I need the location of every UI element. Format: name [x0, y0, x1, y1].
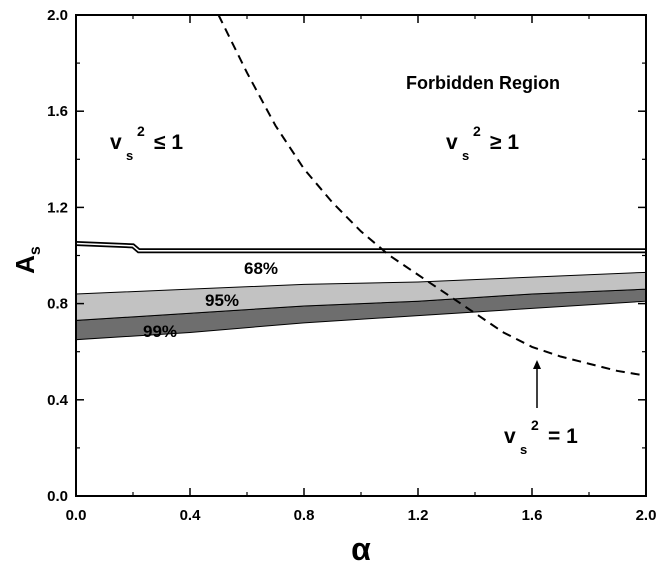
- label-95: 95%: [205, 291, 239, 310]
- y-tick-label: 2.0: [47, 7, 68, 24]
- vs-ge-sub: s: [462, 148, 469, 163]
- x-axis-ticks: 0.0 0.4 0.8 1.2 1.6 2.0: [66, 15, 657, 524]
- y-axis-ticks: 0.0 0.4 0.8 1.2 1.6 2.0: [47, 7, 646, 505]
- vs-eq-sup: 2: [531, 417, 539, 433]
- y-axis-label: As: [10, 246, 44, 274]
- forbidden-region-label: Forbidden Region: [406, 73, 560, 93]
- chart-lines: [75, 14, 647, 377]
- label-99: 99%: [143, 322, 177, 341]
- y-axis-label-main: A: [10, 255, 40, 274]
- x-tick-label: 1.2: [408, 507, 429, 524]
- vs-ge-one-label: v s 2 ≥ 1: [446, 123, 519, 163]
- vs-ge-sup: 2: [473, 123, 481, 139]
- vs-le-sub: s: [126, 148, 133, 163]
- y-axis-label-sub: s: [27, 246, 44, 255]
- vs-le-v: v: [110, 131, 122, 154]
- vs-eq-one-label: v s 2 = 1: [504, 417, 578, 457]
- vs-eq-rel: = 1: [548, 425, 578, 448]
- confidence-bands: [75, 271, 647, 341]
- x-tick-label: 0.8: [294, 507, 315, 524]
- x-axis-label: α: [351, 531, 371, 567]
- svg-text:As: As: [10, 246, 44, 274]
- vs-ge-rel: ≥ 1: [490, 131, 519, 154]
- plot-frame: [75, 14, 647, 497]
- x-tick-label: 2.0: [636, 507, 657, 524]
- y-tick-label: 0.8: [47, 296, 68, 313]
- vs-le-one-label: v s 2 ≤ 1: [110, 123, 183, 163]
- dashed-line-v-s-2-1: [217, 14, 647, 377]
- line-68-outer: [75, 240, 646, 254]
- label-68: 68%: [244, 259, 278, 278]
- vs-ge-v: v: [446, 131, 458, 154]
- x-tick-label: 0.0: [66, 507, 87, 524]
- vs-le-rel: ≤ 1: [154, 131, 183, 154]
- line-68-inner: [75, 242, 646, 252]
- x-tick-label: 1.6: [522, 507, 543, 524]
- y-tick-label: 1.2: [47, 199, 68, 216]
- y-tick-label: 0.4: [47, 392, 69, 409]
- y-tick-label: 0.0: [47, 488, 68, 505]
- vs-eq-sub: s: [520, 442, 527, 457]
- vs-le-sup: 2: [137, 123, 145, 139]
- x-tick-label: 0.4: [180, 507, 202, 524]
- y-tick-label: 1.6: [47, 103, 68, 120]
- vs-eq-v: v: [504, 425, 516, 448]
- annotation-arrow: [533, 360, 541, 408]
